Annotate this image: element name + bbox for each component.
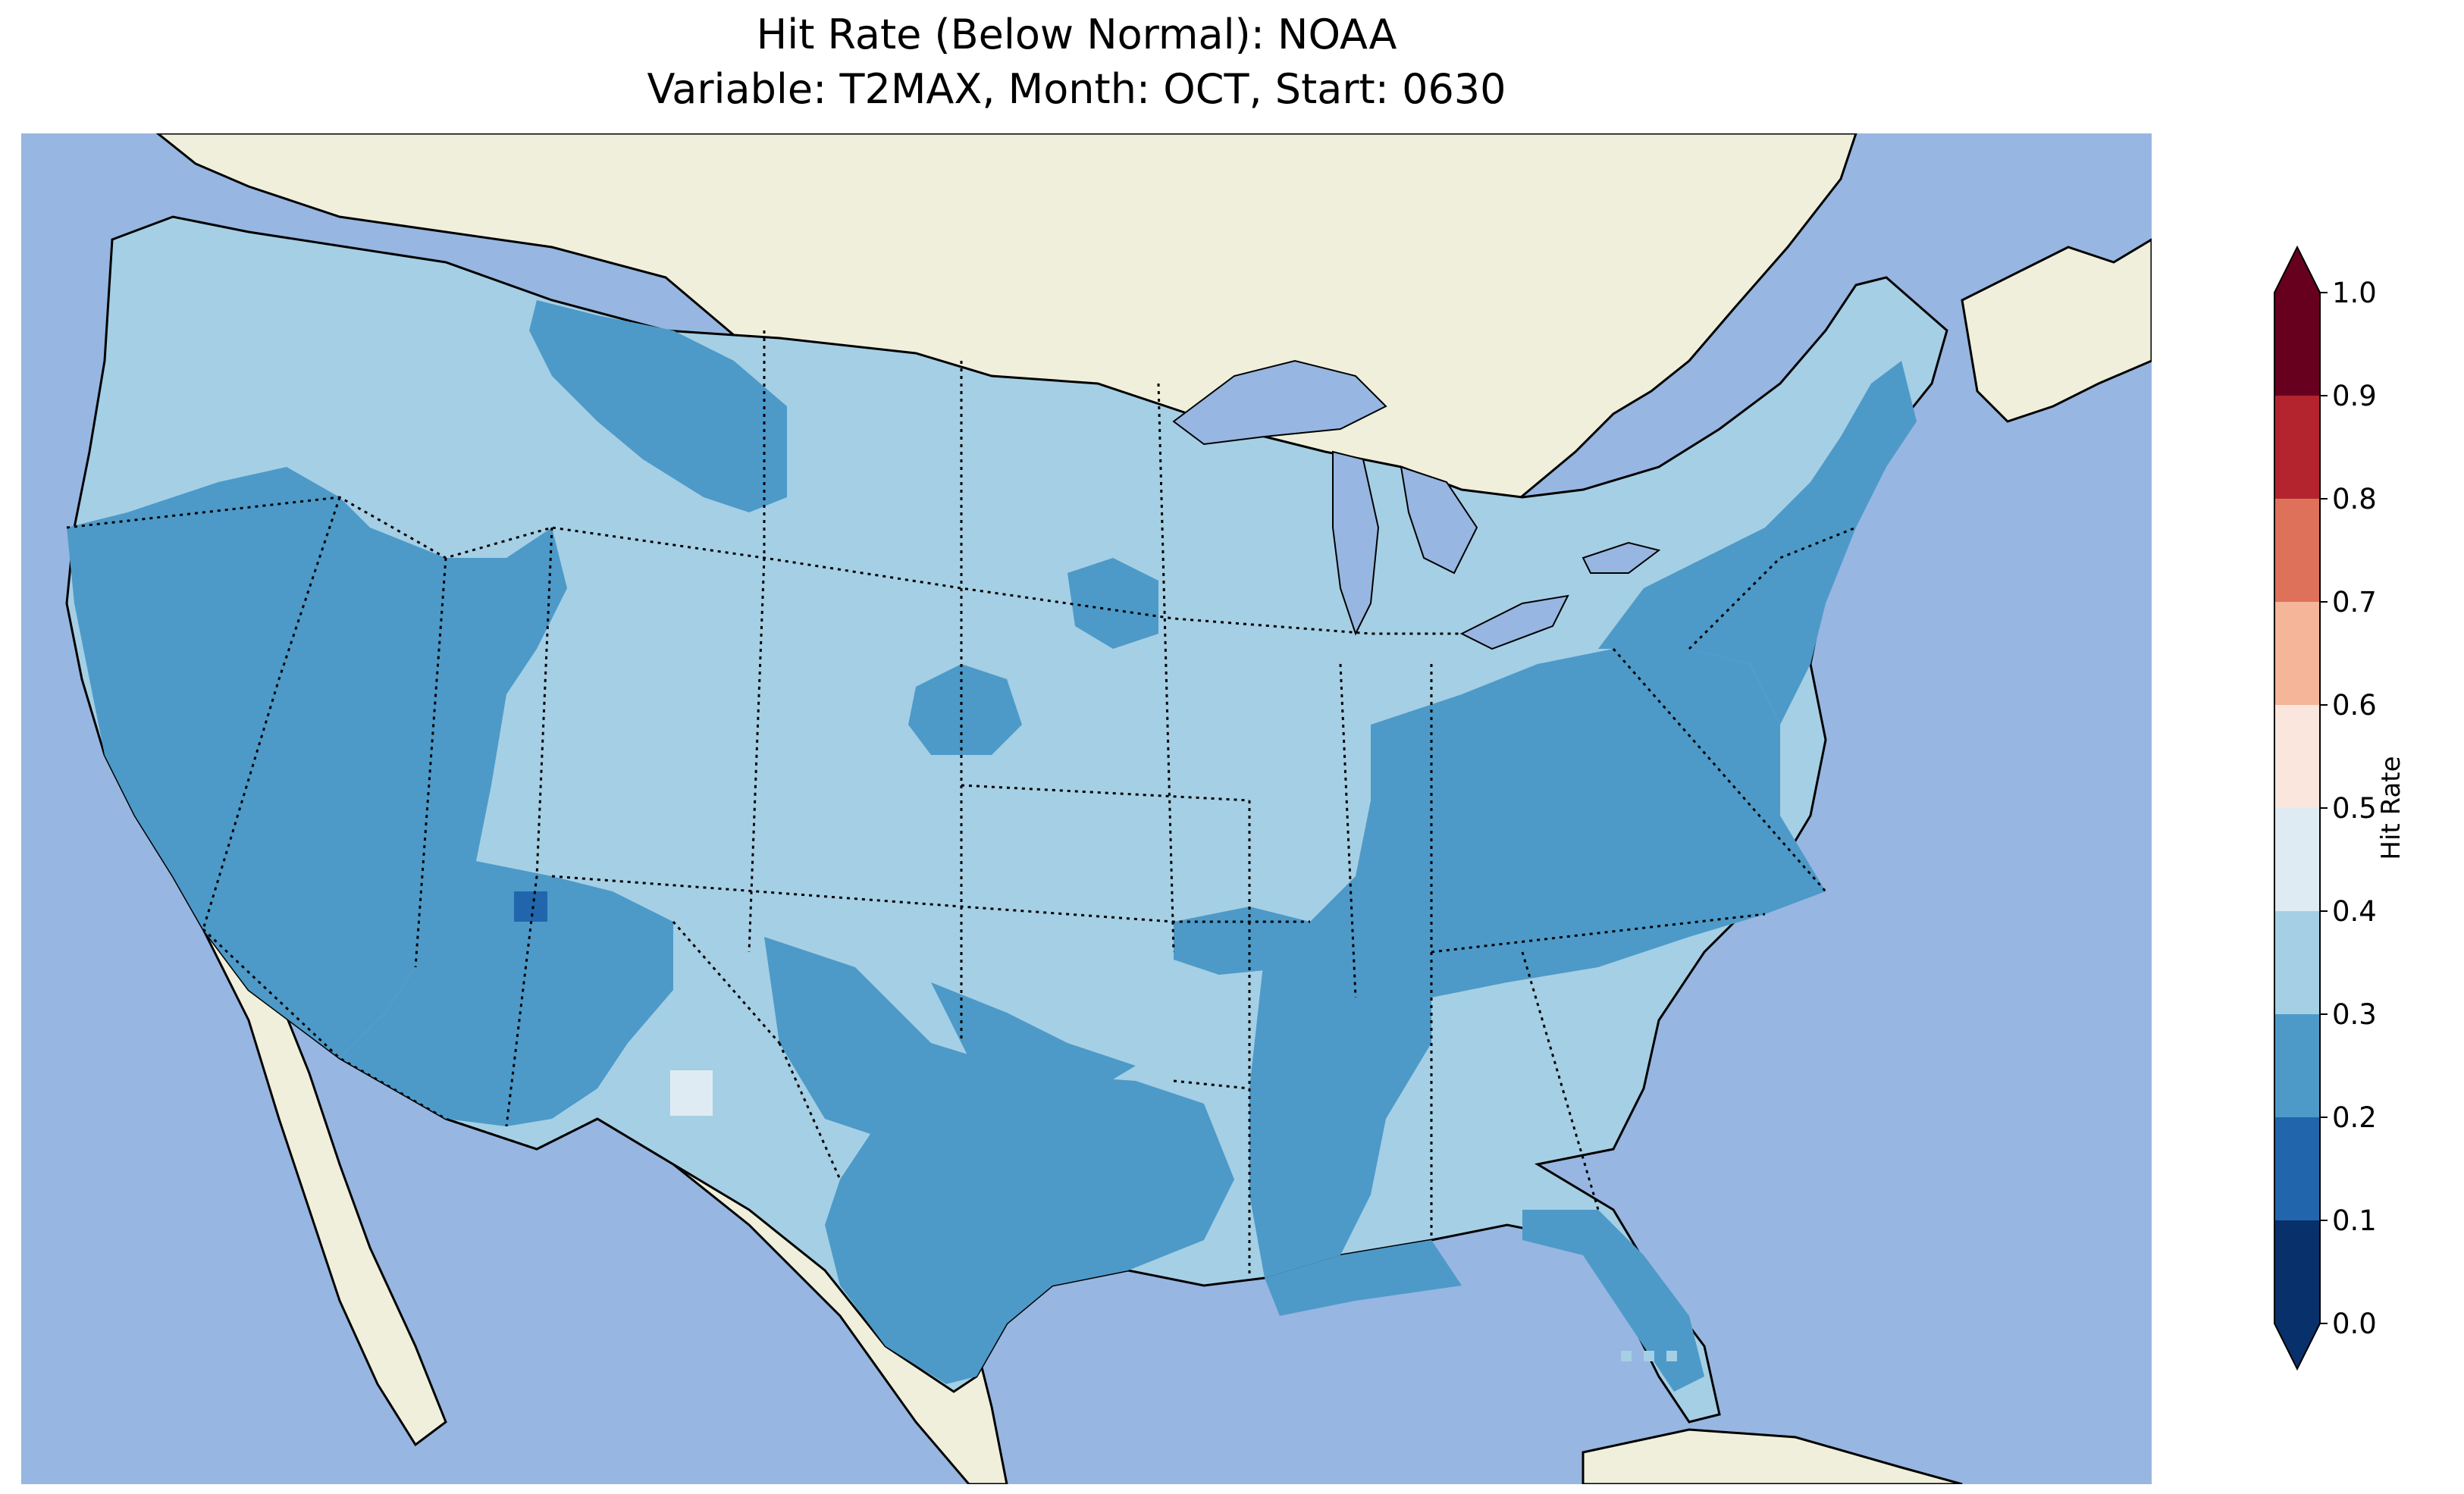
colorbar-tick-label: 0.4 (2332, 895, 2377, 928)
region-arizona-nm (340, 861, 673, 1126)
region-montana (529, 300, 787, 512)
colorbar-outline (2274, 245, 2321, 1371)
region-ohio-valley (1295, 649, 1826, 998)
colorbar-bin (2274, 705, 2320, 808)
great-lakes (1172, 359, 1661, 650)
region-florida (1522, 1210, 1704, 1392)
colorbar-bins (2274, 293, 2320, 1323)
colorbar-ticks: 0.0 0.1 0.2 0.3 0.4 0.5 0.6 0.7 0.8 0.9 1.0 (2320, 277, 2377, 1340)
colorbar-bin (2274, 1014, 2320, 1117)
colorbar-extend-low (2274, 1323, 2320, 1369)
region-california-nevada (67, 467, 567, 1058)
lake-ontario (1582, 541, 1661, 574)
colorbar-tick-label: 0.8 (2332, 483, 2377, 515)
colorbar: 0.0 0.1 0.2 0.3 0.4 0.5 0.6 0.7 0.8 0.9 1.0 Hit Ra… (2274, 245, 2406, 1371)
map-title: Hit Rate (Below Normal): NOAA (756, 11, 1397, 58)
lake-erie (1459, 594, 1569, 650)
colorbar-bin (2274, 1117, 2320, 1220)
colorbar-tick-label: 1.0 (2332, 277, 2377, 309)
colorbar-extend-high (2274, 247, 2320, 293)
baja-land (202, 928, 447, 1447)
colorbar-bin (2274, 1220, 2320, 1323)
state-borders (66, 330, 1857, 1278)
region-missouri (1174, 907, 1310, 975)
colorbar-tick-label: 0.3 (2332, 998, 2377, 1031)
region-0.1-0.2-spot (514, 891, 547, 922)
colorbar-tick-label: 0.9 (2332, 380, 2377, 412)
colorbar-tick-label: 0.2 (2332, 1101, 2377, 1134)
map-subtitle: Variable: T2MAX, Month: OCT, Start: 0630 (647, 65, 1506, 113)
cuba-land (1582, 1428, 1963, 1484)
region-texas (764, 937, 1234, 1384)
region-gulf-coast (1265, 1240, 1462, 1316)
region-nebraska (908, 664, 1022, 755)
lake-huron (1400, 465, 1478, 575)
lake-superior (1172, 359, 1387, 446)
region-lower-mississippi (1249, 937, 1431, 1278)
colorbar-bin (2274, 293, 2320, 396)
region-northeast (1598, 361, 1917, 725)
colorbar-tick-label: 0.5 (2332, 792, 2377, 825)
colorbar-tick-label: 0.0 (2332, 1308, 2377, 1340)
colorbar-bin (2274, 808, 2320, 911)
region-south-dakota (1067, 558, 1158, 649)
field-0.2-0.3 (67, 300, 1917, 1392)
region-west-texas-spot (670, 1070, 713, 1116)
map-panel (21, 133, 2152, 1484)
colorbar-tick-label: 0.1 (2332, 1204, 2377, 1237)
region-keys-spots (1621, 1351, 1677, 1361)
maritimes-land (1961, 238, 2152, 423)
colorbar-bin (2274, 396, 2320, 499)
colorbar-title: Hit Rate (2376, 756, 2406, 860)
colorbar-bin (2274, 911, 2320, 1014)
colorbar-tick-label: 0.7 (2332, 586, 2377, 619)
colorbar-bin (2274, 602, 2320, 705)
colorbar-tick-label: 0.6 (2332, 689, 2377, 722)
colorbar-bin (2274, 499, 2320, 602)
lake-michigan (1332, 450, 1380, 636)
region-oklahoma (931, 982, 1136, 1088)
